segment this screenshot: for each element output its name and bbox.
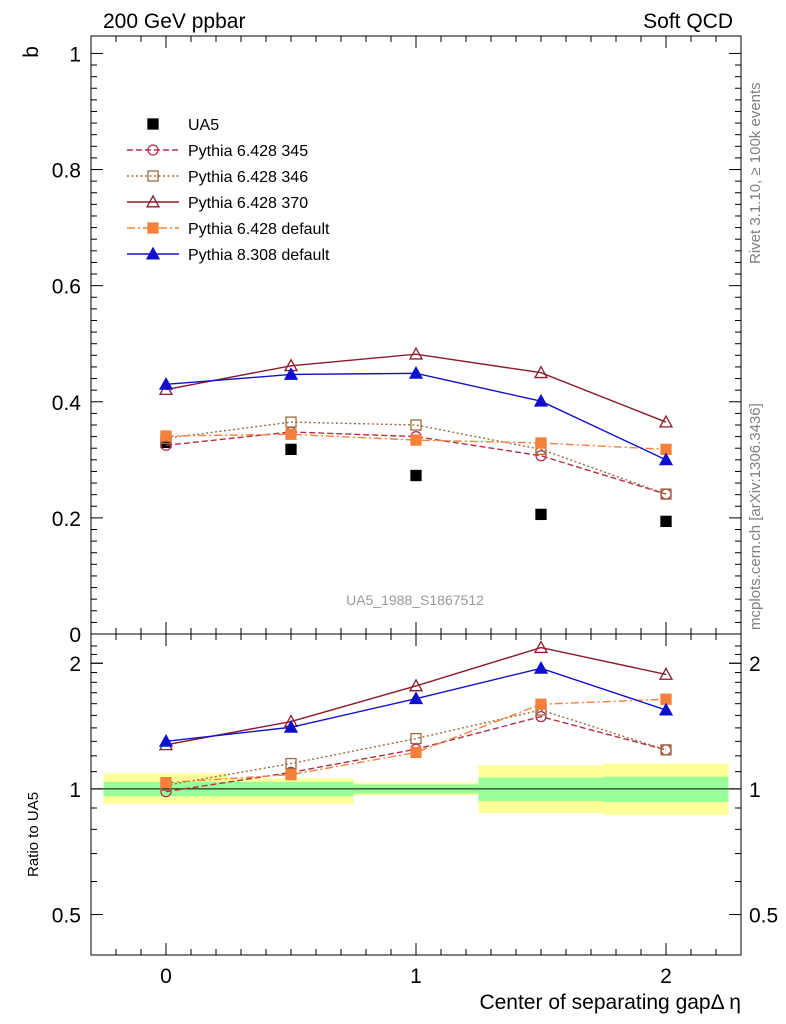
legend-marker-pythia-6-428-346 [147, 170, 159, 182]
side-label-rivet: Rivet 3.1.10, ≥ 100k events [747, 82, 764, 264]
ratio-point-pythia-8-308-default-0 [158, 733, 174, 747]
ratio-point-pythia-6-428-370-4 [658, 667, 674, 680]
ratio-y-tick-label-right-0: 0.5 [749, 905, 778, 928]
main-point-pythia-6-428-370-3 [533, 365, 549, 379]
ratio-y-tick-label-right-2: 2 [749, 653, 761, 676]
ratio-y-tick-label-0: 0.5 [52, 905, 81, 928]
main-y-tick-label-4: 0.8 [52, 160, 81, 183]
ratio-point-pythia-8-308-default-2 [408, 691, 424, 705]
main-point-ua5-1 [285, 443, 297, 456]
legend-label-ua5: UA5 [188, 117, 219, 134]
header-right-title: Soft QCD [643, 10, 733, 33]
main-y-tick-label-0: 0 [69, 624, 81, 647]
legend-marker-pythia-8-308-default [145, 246, 161, 260]
x-tick-label-1: 1 [410, 965, 422, 988]
main-point-pythia-6-428-346-2 [410, 419, 422, 431]
ratio-y-tick-label-right-1: 1 [749, 779, 761, 802]
x-tick-label-2: 2 [660, 965, 672, 988]
main-point-pythia-6-428-345-3 [535, 450, 547, 462]
main-y-tick-label-2: 0.4 [52, 392, 82, 415]
ratio-series-line-pythia-6-428-370 [165, 646, 667, 746]
x-tick-label-0: 0 [160, 965, 172, 988]
main-point-pythia-6-428-370-2 [408, 346, 424, 360]
ratio-y-tick-label-2: 2 [69, 653, 81, 676]
ratio-point-pythia-6-428-370-2 [408, 678, 424, 692]
main-point-pythia-6-428-default-2 [410, 434, 422, 446]
ratio-point-pythia-6-428-default-1 [285, 768, 297, 781]
main-series-line-pythia-6-428-370 [165, 353, 667, 423]
main-point-pythia-8-308-default-0 [158, 377, 174, 390]
main-point-ua5-3 [535, 508, 547, 521]
ratio-point-pythia-6-428-default-2 [410, 746, 422, 759]
legend-label-pythia-6-428-default: Pythia 6.428 default [188, 221, 330, 238]
main-point-pythia-6-428-default-3 [535, 437, 547, 449]
main-point-pythia-6-428-default-1 [285, 428, 297, 440]
ratio-point-pythia-6-428-default-3 [535, 698, 547, 710]
main-series-line-pythia-6-428-345 [165, 431, 667, 495]
legend-marker-pythia-6-428-345 [147, 144, 159, 156]
main-point-ua5-4 [660, 515, 672, 528]
y-axis-title-ratio: Ratio to UA5 [25, 792, 42, 877]
ratio-point-pythia-8-308-default-1 [283, 719, 299, 733]
legend-label-pythia-6-428-346: Pythia 6.428 346 [188, 169, 308, 186]
main-y-tick-label-5: 1 [69, 43, 81, 66]
main-y-tick-label-1: 0.2 [52, 508, 81, 531]
main-point-ua5-2 [410, 469, 422, 482]
main-point-pythia-6-428-346-1 [285, 416, 297, 428]
main-point-pythia-8-308-default-1 [283, 367, 299, 380]
ratio-point-pythia-6-428-345-3 [535, 710, 547, 723]
ratio-point-pythia-6-428-346-2 [410, 732, 422, 745]
legend-label-pythia-6-428-370: Pythia 6.428 370 [188, 195, 308, 212]
legend-label-pythia-6-428-345: Pythia 6.428 345 [188, 143, 308, 160]
ratio-point-pythia-8-308-default-4 [658, 702, 674, 716]
legend-marker-ua5 [147, 118, 159, 130]
legend-label-pythia-8-308-default: Pythia 8.308 default [188, 247, 330, 264]
ratio-y-tick-label-1: 1 [69, 779, 81, 802]
legend-marker-pythia-6-428-default [147, 222, 159, 234]
main-y-tick-label-3: 0.6 [52, 276, 81, 299]
main-point-pythia-6-428-370-4 [658, 414, 674, 428]
ratio-point-pythia-6-428-370-3 [533, 640, 549, 654]
main-series-line-pythia-6-428-346 [165, 421, 667, 495]
main-series-line-pythia-8-308-default [165, 372, 667, 461]
main-point-pythia-8-308-default-2 [408, 365, 424, 379]
side-label-mcplots: mcplots.cern.ch [arXiv:1306.3436] [747, 403, 764, 630]
main-point-pythia-6-428-346-4 [660, 488, 672, 500]
legend-marker-pythia-6-428-370 [145, 194, 161, 208]
main-series-line-pythia-6-428-default [165, 433, 667, 451]
ratio-point-pythia-6-428-346-1 [285, 757, 297, 770]
y-axis-title-main: b [20, 46, 43, 58]
main-point-pythia-8-308-default-4 [658, 452, 674, 466]
ratio-point-pythia-8-308-default-3 [533, 660, 549, 674]
ratio-point-pythia-6-428-default-0 [160, 777, 172, 789]
analysis-label: UA5_1988_S1867512 [346, 592, 484, 608]
ratio-point-pythia-6-428-346-4 [660, 744, 672, 756]
x-axis-title: Center of separating gapΔ η [479, 991, 741, 1014]
main-point-pythia-8-308-default-3 [533, 393, 549, 407]
header-left-title: 200 GeV ppbar [103, 10, 245, 33]
main-point-pythia-6-428-default-0 [160, 430, 172, 442]
